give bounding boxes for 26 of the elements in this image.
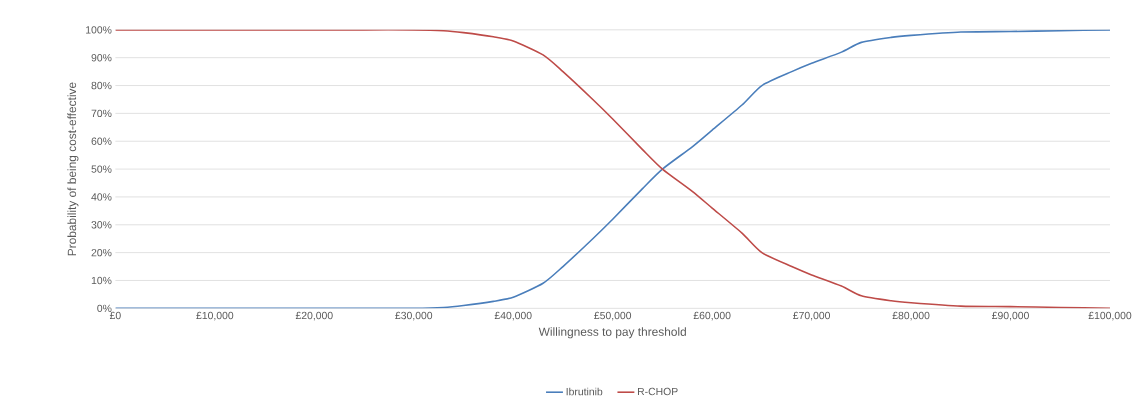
- y-tick-label: 60%: [91, 137, 112, 146]
- x-axis-title: Willingness to pay threshold: [538, 327, 686, 339]
- x-tick-label: £60,000: [693, 311, 731, 321]
- x-tick-label: £50,000: [594, 311, 632, 321]
- x-tick-label: £0: [109, 311, 121, 320]
- legend-label: Ibrutinib: [566, 387, 603, 396]
- x-tick-label: £20,000: [295, 311, 333, 321]
- y-tick-label: 30%: [91, 221, 112, 229]
- x-tick-label: £80,000: [892, 311, 930, 321]
- y-tick-label: 20%: [91, 249, 112, 257]
- y-axis-title: Probability of being cost-effective: [67, 82, 79, 256]
- x-tick-label: £70,000: [793, 311, 831, 321]
- legend-label: R-CHOP: [637, 387, 678, 396]
- y-tick-label: 0%: [97, 304, 112, 313]
- x-tick-label: £100,000: [1088, 311, 1132, 321]
- x-tick-label: £10,000: [196, 311, 234, 321]
- y-tick-label: 100%: [86, 26, 112, 34]
- x-tick-label: £90,000: [992, 311, 1029, 321]
- y-tick-label: 70%: [91, 109, 112, 118]
- y-tick-label: 10%: [91, 276, 112, 285]
- y-tick-label: 80%: [91, 81, 112, 90]
- y-tick-label: 90%: [91, 54, 112, 62]
- x-tick-label: £40,000: [494, 311, 532, 321]
- y-tick-label: 50%: [91, 165, 112, 173]
- x-tick-label: £30,000: [395, 311, 433, 321]
- y-tick-label: 40%: [91, 193, 112, 201]
